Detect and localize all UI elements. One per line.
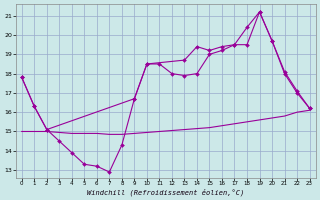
X-axis label: Windchill (Refroidissement éolien,°C): Windchill (Refroidissement éolien,°C) [87, 188, 244, 196]
